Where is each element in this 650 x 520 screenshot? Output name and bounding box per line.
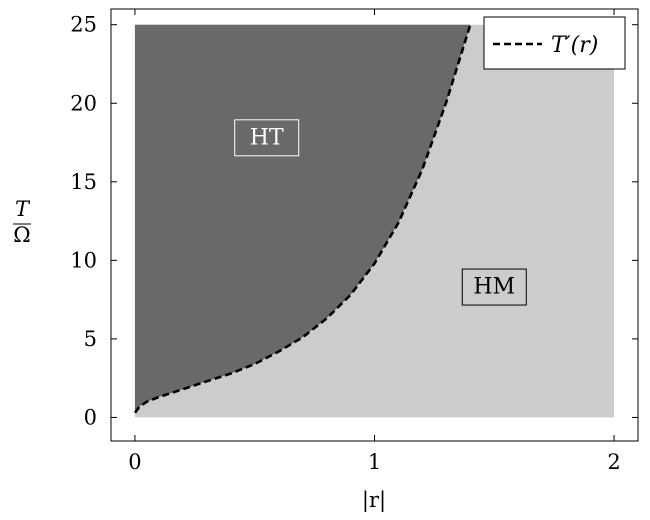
hm-label-box [461,268,527,306]
legend-entry-t-prime: T′(r) [551,33,598,58]
axis-ticks [111,9,638,441]
legend: T′(r) [483,16,626,70]
x-axis-label: |r| [362,488,386,513]
y-tick-label-5: 5 [84,327,97,351]
y-axis-label-numerator: T [15,197,31,221]
hm-label: HM [473,275,515,300]
region-label-hm: HM [461,268,527,306]
y-tick-label-15: 15 [70,170,97,194]
y-tick-label-25: 25 [70,13,97,37]
x-tick-label-2: 2 [607,450,620,474]
y-tick-label-10: 10 [70,248,97,272]
y-axis-label: T Ω [13,197,31,247]
region-ht [134,24,471,418]
y-tick-label-20: 20 [70,91,97,115]
ht-label: HT [250,125,284,150]
y-tick-label-0: 0 [84,405,97,429]
boundary-curve-t-prime [133,24,472,414]
ht-label-box [234,119,300,157]
x-tick-label-0: 0 [128,450,141,474]
x-tick-label-1: 1 [368,450,381,474]
region-label-ht: HT [234,119,300,157]
plot-area [133,24,615,418]
y-axis-label-denominator: Ω [13,223,30,247]
region-labels: HT HM [234,119,527,306]
